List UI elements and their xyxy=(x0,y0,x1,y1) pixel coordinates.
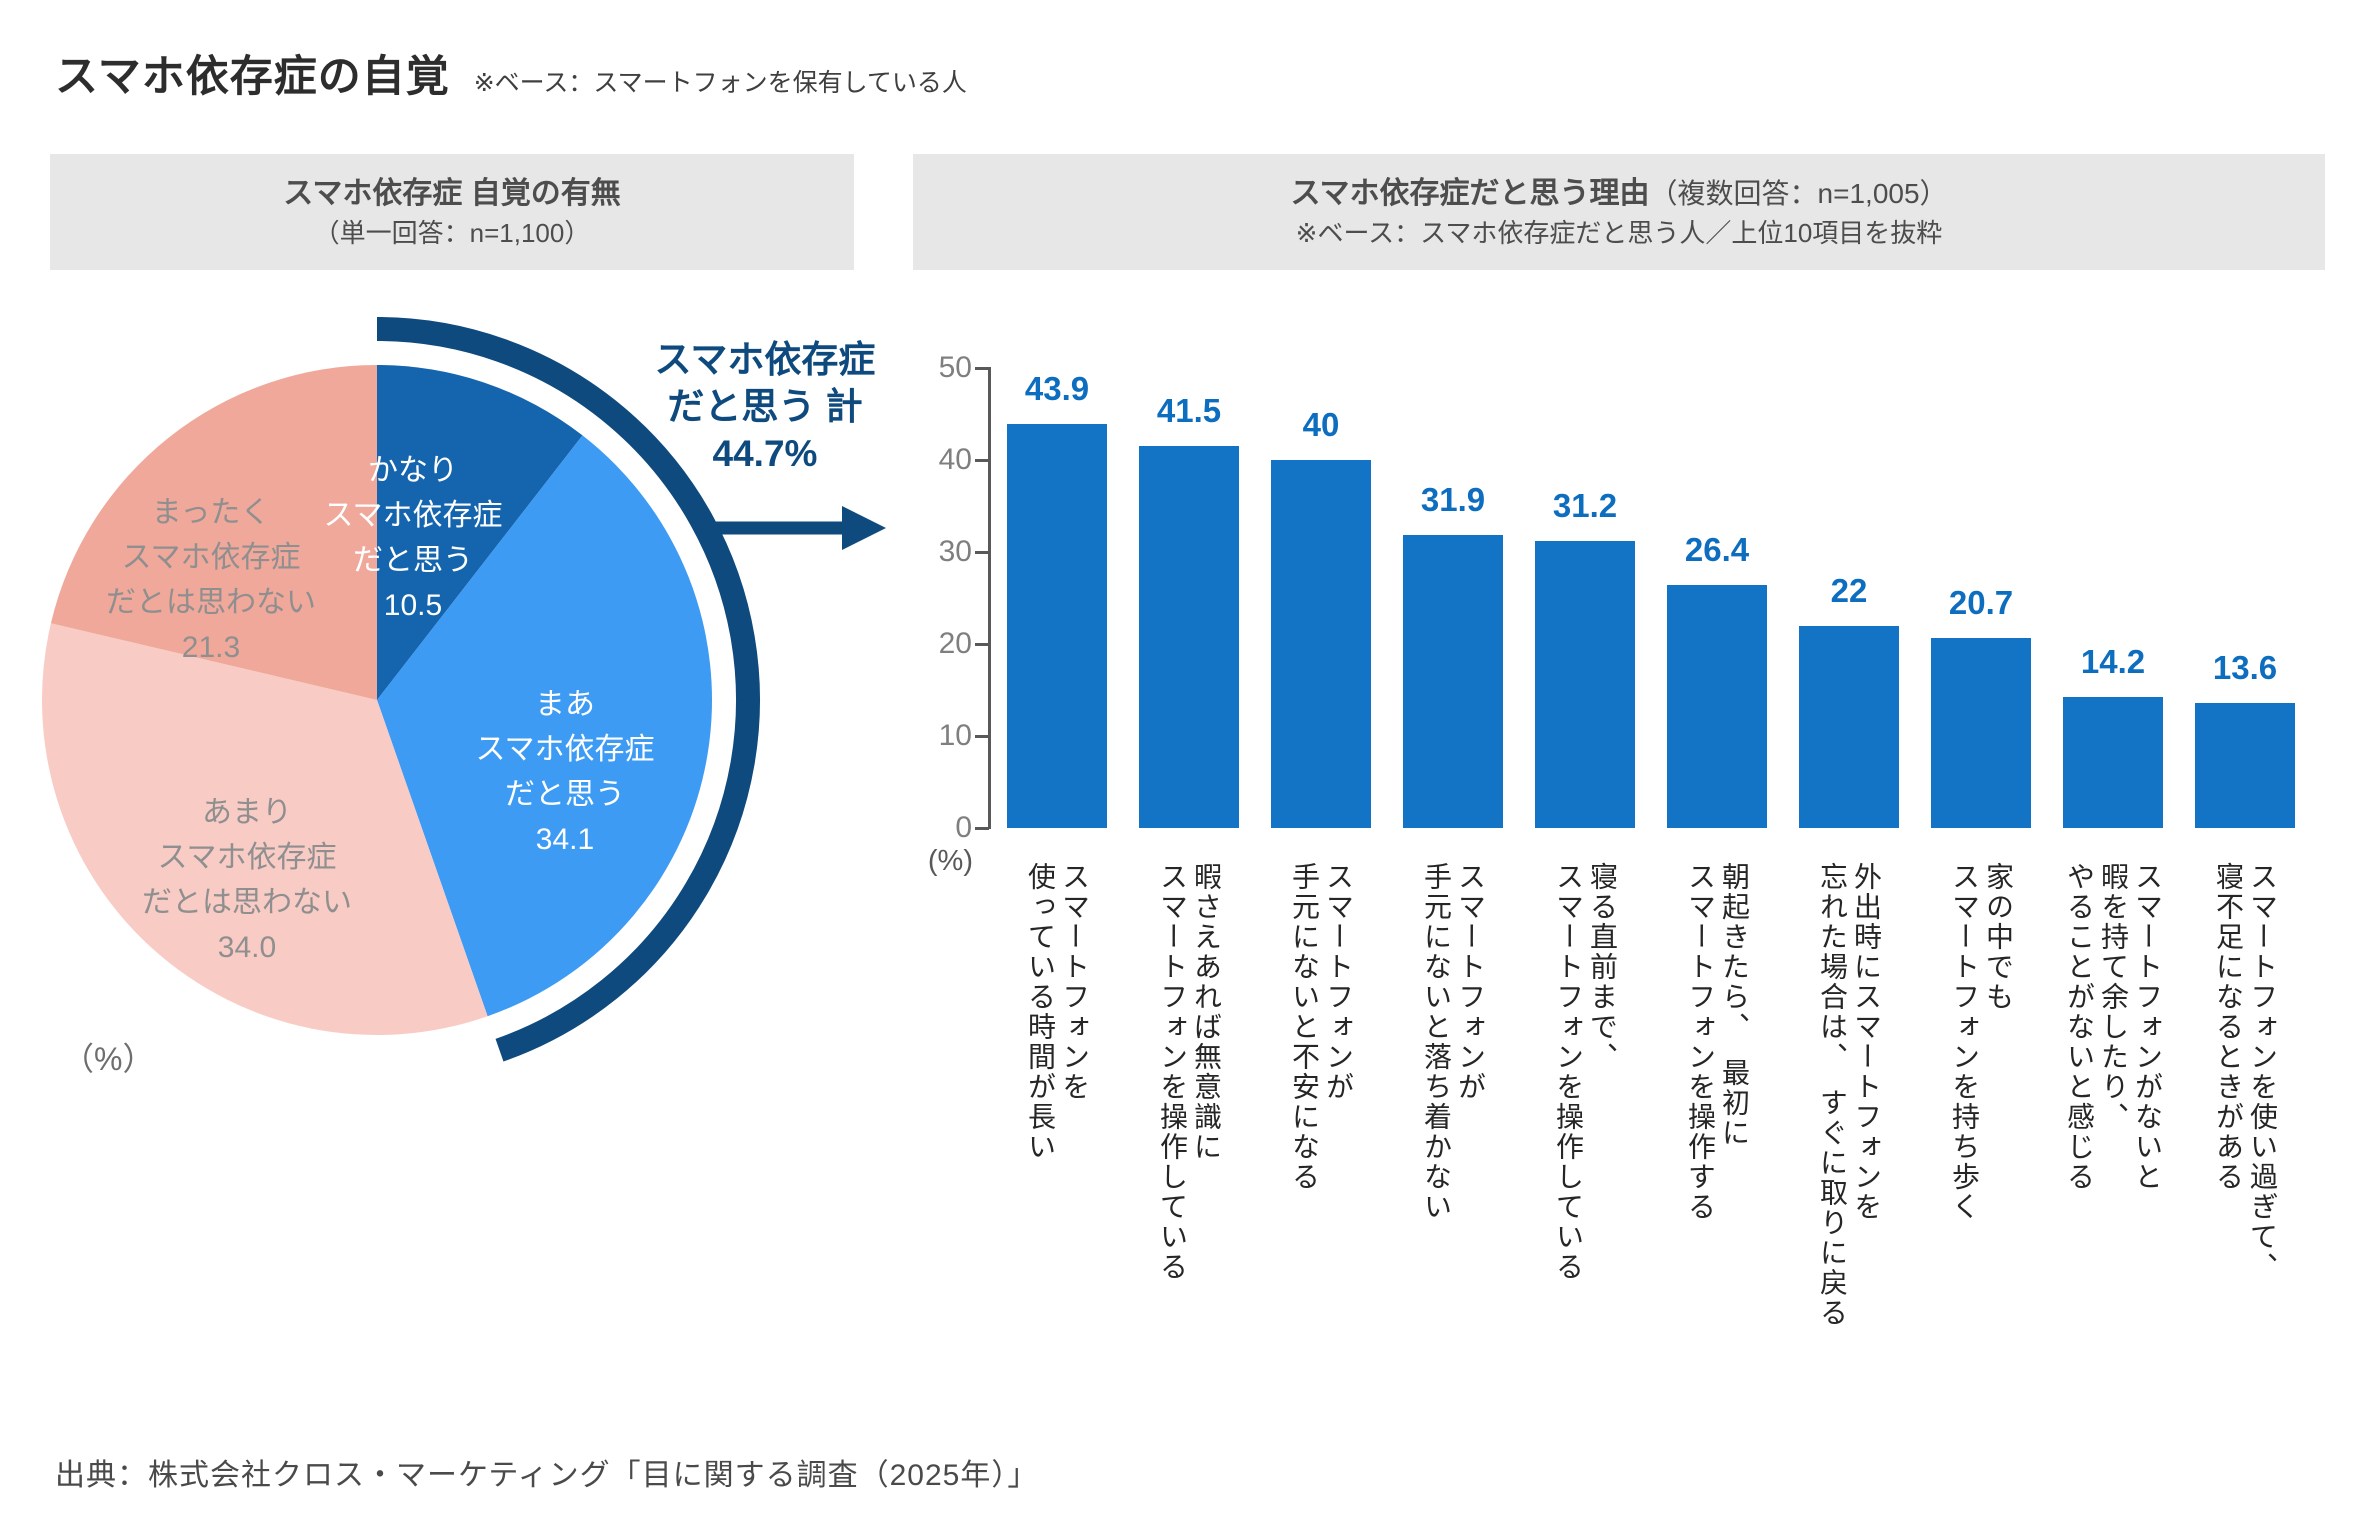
pie-label-maa-value: 34.1 xyxy=(535,823,595,856)
pie-panel-header: スマホ依存症 自覚の有無 （単一回答：n=1,100） xyxy=(50,154,854,270)
bar-category-label: スマートフォンが 手元にないと落ち着かない xyxy=(1421,862,1486,1222)
bar xyxy=(1667,585,1767,828)
bar-value-label: 43.9 xyxy=(1024,370,1090,408)
bar-chart-unit-label: (%) xyxy=(927,845,973,877)
bar-panel-header-title-main: スマホ依存症だと思う理由 xyxy=(1290,176,1650,210)
bar xyxy=(1007,424,1107,828)
pie-slice-1 xyxy=(377,435,712,1017)
bar-value-label: 31.9 xyxy=(1420,480,1486,518)
bar-column: 43.9 スマートフォンを 使っている時間が長い xyxy=(991,368,1123,1162)
bar-column: 41.5 暇さえあれば無意識に スマートフォンを操作している xyxy=(1123,368,1255,1282)
y-axis-tick-label: 40 xyxy=(938,443,972,476)
bar-category-label: 家の中でも スマートフォンを持ち歩く xyxy=(1949,862,2014,1222)
y-axis-tick xyxy=(975,643,989,646)
bar-value-label: 22 xyxy=(1830,571,1868,609)
bar-category-label: スマートフォンを 使っている時間が長い xyxy=(1025,862,1090,1162)
bar-value-label: 40 xyxy=(1302,406,1340,443)
pie-label-mattaku: まったく スマホ依存症 だとは思わない 21.3 xyxy=(61,445,361,715)
y-axis-tick-label: 10 xyxy=(938,719,972,752)
pie-label-amari-value: 34.0 xyxy=(217,931,277,964)
bar-category-label: 暇さえあれば無意識に スマートフォンを操作している xyxy=(1157,862,1222,1282)
bar-panel-header-title: スマホ依存症だと思う理由（複数回答：n=1,005） xyxy=(1290,176,1947,212)
pie-label-maa-text: まあ スマホ依存症 だと思う xyxy=(475,688,655,811)
pie-label-mattaku-text: まったく スマホ依存症 だとは思わない xyxy=(106,496,316,619)
bar-column: 31.9 スマートフォンが 手元にないと落ち着かない xyxy=(1387,368,1519,1222)
bar-category-label: 寝る直前まで、 スマートフォンを操作している xyxy=(1553,862,1618,1282)
bar xyxy=(1799,625,1899,828)
bar-value-label: 41.5 xyxy=(1156,392,1222,430)
pie-panel-header-title: スマホ依存症 自覚の有無 xyxy=(283,176,621,210)
pie-slice-3 xyxy=(50,365,377,700)
pie-total-callout: スマホ依存症 だと思う 計 44.7% xyxy=(654,339,876,474)
y-axis-tick xyxy=(975,735,989,738)
bar xyxy=(1403,534,1503,828)
bar-category-label: 朝起きたら、 最初に スマートフォンを操作する xyxy=(1685,862,1750,1222)
callout-arrow-head xyxy=(842,506,886,550)
bar xyxy=(1535,540,1635,828)
bar-panel-header-title-note: （複数回答：n=1,005） xyxy=(1649,177,1948,209)
bar-column: 22 外出時にスマートフォンを 忘れた場合は、 すぐに取りに戻る xyxy=(1783,368,1915,1328)
bar-value-label: 14.2 xyxy=(2080,643,2146,681)
page-title: スマホ依存症の自覚 xyxy=(55,53,450,101)
bar-value-label: 20.7 xyxy=(1948,583,2014,621)
y-axis-tick xyxy=(975,367,989,370)
bar-value-label: 13.6 xyxy=(2212,648,2278,686)
bar-column: 13.6 スマートフォンを使い過ぎて、 寝不足になるときがある xyxy=(2179,368,2311,1282)
pie-chart xyxy=(42,317,886,1062)
pie-panel-header-subtitle: （単一回答：n=1,100） xyxy=(313,217,591,248)
bar-chart-plot: 43.9 スマートフォンを 使っている時間が長い 41.5 暇さえあれば無意識に スマ… xyxy=(991,368,2311,1328)
bar-column: 14.2 スマートフォンがないと 暇を持て余したり、 やることがないと感じる xyxy=(2047,368,2179,1192)
bar-column: 20.7 家の中でも スマートフォンを持ち歩く xyxy=(1915,368,2047,1222)
source-note: 出典：株式会社クロス・マーケティング「目に関する調査（2025年）」 xyxy=(55,1459,1039,1492)
pie-slice-2 xyxy=(42,623,488,1035)
bar-column: 31.2 寝る直前まで、 スマートフォンを操作している xyxy=(1519,368,1651,1282)
bar-chart-y-axis-line xyxy=(988,367,991,829)
bar xyxy=(1931,637,2031,828)
bar-category-label: スマートフォンが 手元にないと不安になる xyxy=(1289,862,1354,1192)
bar xyxy=(1139,446,1239,828)
pie-accent-arc xyxy=(376,317,760,1062)
pie-slice-0 xyxy=(377,365,583,700)
pie-label-kanari: かなり スマホ依存症 だと思う 10.5 xyxy=(263,403,563,673)
pie-unit-label: （%） xyxy=(62,1041,155,1077)
title-row: スマホ依存症の自覚 ※ベース：スマートフォンを保有している人 xyxy=(55,42,967,104)
pie-label-amari-text: あまり スマホ依存症 だとは思わない xyxy=(142,796,352,919)
bar-panel-header-subtitle: ※ベース：スマホ依存症だと思う人／上位10項目を抜粋 xyxy=(1295,217,1943,248)
y-axis-tick-label: 0 xyxy=(955,811,972,844)
pie-label-mattaku-value: 21.3 xyxy=(181,631,241,664)
y-axis-tick xyxy=(975,459,989,462)
bar-panel-header: スマホ依存症だと思う理由（複数回答：n=1,005） ※ベース：スマホ依存症だと… xyxy=(913,154,2325,270)
bar-column: 40 スマートフォンが 手元にないと不安になる xyxy=(1255,368,1387,1192)
bar-value-label: 31.2 xyxy=(1552,486,1618,524)
bar-value-label: 26.4 xyxy=(1684,531,1750,569)
pie-label-kanari-text: かなり スマホ依存症 だと思う xyxy=(323,454,503,577)
y-axis-tick-label: 50 xyxy=(938,351,972,384)
page-title-note: ※ベース：スマートフォンを保有している人 xyxy=(473,69,967,97)
bar-category-label: スマートフォンがないと 暇を持て余したり、 やることがないと感じる xyxy=(2064,862,2163,1192)
bar-category-label: 外出時にスマートフォンを 忘れた場合は、 すぐに取りに戻る xyxy=(1817,862,1882,1328)
pie-label-amari: あまり スマホ依存症 だとは思わない 34.0 xyxy=(97,745,397,1015)
y-axis-tick xyxy=(975,827,989,830)
y-axis-tick-label: 30 xyxy=(938,535,972,568)
bar-category-label: スマートフォンを使い過ぎて、 寝不足になるときがある xyxy=(2213,862,2278,1282)
bar xyxy=(2063,697,2163,828)
y-axis-tick-label: 20 xyxy=(938,627,972,660)
pie-label-maa: まあ スマホ依存症 だと思う 34.1 xyxy=(415,637,715,907)
bar xyxy=(1271,460,1371,828)
bar-column: 26.4 朝起きたら、 最初に スマートフォンを操作する xyxy=(1651,368,1783,1222)
y-axis-tick xyxy=(975,551,989,554)
bar xyxy=(2195,702,2295,828)
pie-label-kanari-value: 10.5 xyxy=(383,589,443,622)
